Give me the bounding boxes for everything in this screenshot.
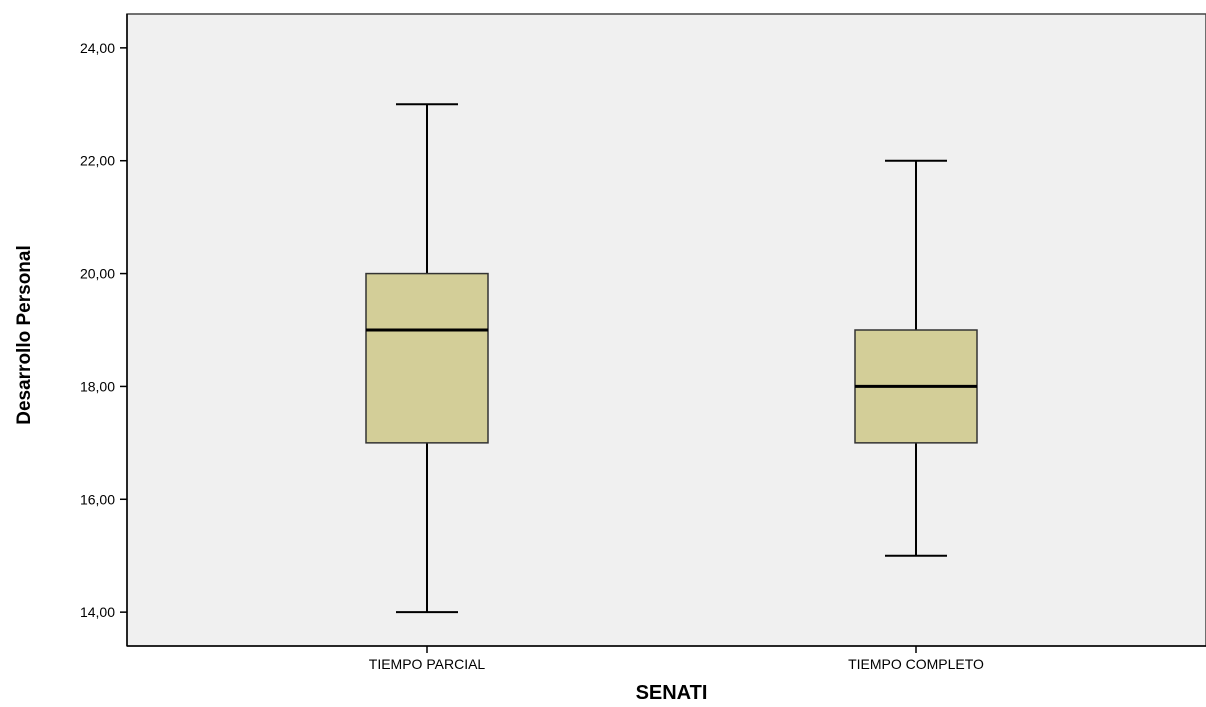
y-tick-label: 22,00 — [80, 153, 115, 169]
y-tick-label: 20,00 — [80, 266, 115, 282]
y-tick-label: 16,00 — [80, 491, 115, 507]
y-axis-title: Desarrollo Personal — [14, 245, 35, 425]
x-tick-label: TIEMPO PARCIAL — [369, 656, 486, 672]
y-tick-label: 14,00 — [80, 604, 115, 620]
x-axis-title: SENATI — [636, 682, 708, 704]
x-axis: TIEMPO PARCIAL TIEMPO COMPLETO — [127, 645, 1206, 672]
box-tiempo-parcial — [365, 103, 489, 614]
y-tick-label: 18,00 — [80, 378, 115, 394]
iqr-box — [365, 272, 489, 444]
box-tiempo-completo — [854, 159, 978, 557]
y-tick-label: 24,00 — [80, 40, 115, 56]
boxes — [365, 103, 978, 614]
y-axis: 14,00 16,00 18,00 20,00 22,00 24,00 — [80, 14, 128, 646]
x-tick-label: TIEMPO COMPLETO — [848, 656, 984, 672]
plot-area — [126, 13, 1206, 647]
